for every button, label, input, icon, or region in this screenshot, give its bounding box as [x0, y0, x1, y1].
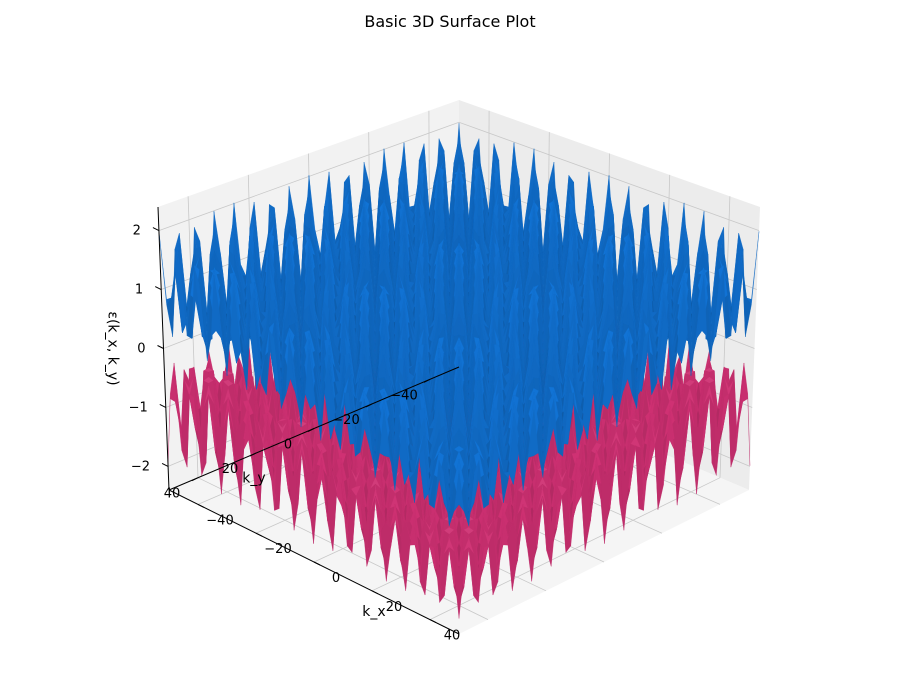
upper-band-surface	[158, 122, 760, 527]
chart-title: Basic 3D Surface Plot	[364, 12, 536, 31]
gridline-z	[158, 121, 760, 231]
surface-facet	[453, 571, 465, 619]
surface-bands	[158, 122, 760, 619]
